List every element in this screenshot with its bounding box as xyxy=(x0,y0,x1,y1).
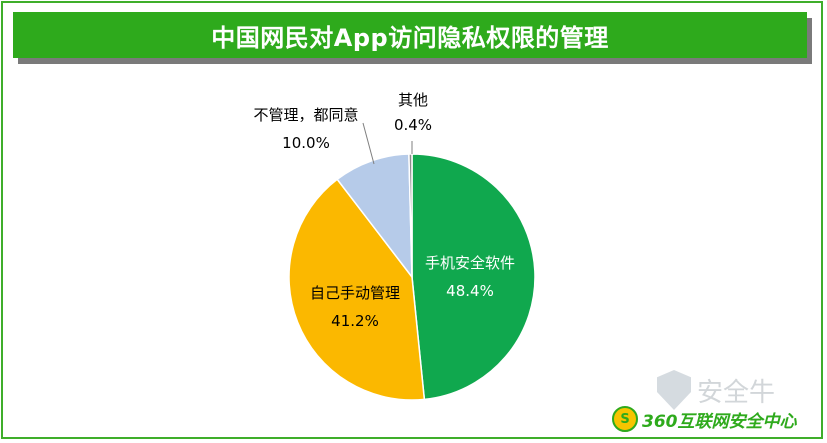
logo-badge-icon: S xyxy=(612,406,638,432)
watermark-text: 安全牛 xyxy=(697,377,776,408)
brand-logo: S 360互联网安全中心 xyxy=(612,406,797,432)
slice-value-label: 10.0% xyxy=(282,134,330,152)
slice-value-label: 0.4% xyxy=(394,116,432,134)
slice-label: 不管理，都同意 xyxy=(253,106,358,124)
slice-label: 手机安全软件 xyxy=(425,254,515,272)
slice-value-label: 48.4% xyxy=(446,282,494,300)
pie-slice xyxy=(411,153,536,401)
pie-slice xyxy=(336,153,413,280)
slice-value-label: 41.2% xyxy=(331,312,379,330)
title-bar: 中国网民对App访问隐私权限的管理 xyxy=(13,12,807,58)
shield-icon xyxy=(657,370,691,410)
pie-slice xyxy=(288,178,426,401)
leader-line xyxy=(362,122,375,165)
slice-label: 自己手动管理 xyxy=(310,284,400,302)
chart-title: 中国网民对App访问隐私权限的管理 xyxy=(211,23,609,52)
watermark: 安全牛 xyxy=(657,370,775,410)
slice-label: 其他 xyxy=(398,91,428,109)
logo-text: 360互联网安全中心 xyxy=(642,411,797,432)
